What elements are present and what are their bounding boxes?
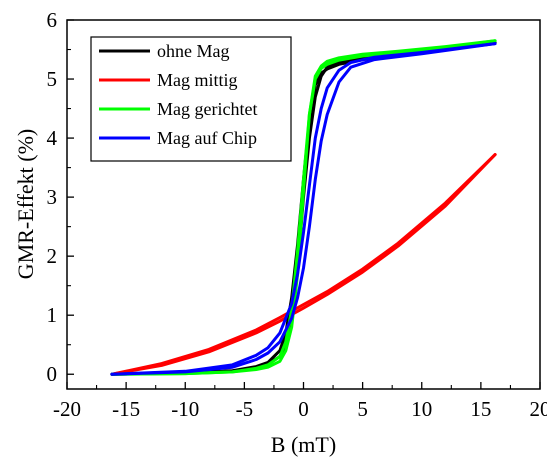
legend-label: Mag gerichtet	[157, 99, 257, 119]
y-axis-label: GMR-Effekt (%)	[13, 129, 38, 280]
series-line-mag-auf-chip-up	[110, 42, 497, 376]
y-tick-label: 0	[47, 362, 58, 386]
x-axis: -20 -15 -10 -5 0 5 10 15 20	[53, 382, 547, 421]
x-tick-label: -5	[236, 397, 254, 421]
x-tick-label: 15	[470, 397, 491, 421]
x-tick-label: 20	[530, 397, 547, 421]
x-tick-label: -15	[112, 397, 140, 421]
y-tick-label: 1	[47, 303, 58, 327]
y-tick-label: 4	[47, 126, 58, 150]
y-tick-label: 3	[47, 185, 58, 209]
y-tick-label: 6	[47, 8, 58, 32]
legend-label: ohne Mag	[157, 41, 229, 61]
x-tick-label: 5	[357, 397, 368, 421]
legend-label: Mag auf Chip	[157, 128, 257, 148]
series-line-mag-mittig-down	[110, 153, 497, 376]
series-line-mag-mittig-up	[110, 153, 497, 376]
x-tick-label: -20	[53, 397, 81, 421]
x-axis-label: B (mT)	[271, 432, 336, 457]
x-tick-label: 10	[411, 397, 432, 421]
x-tick-label: 0	[298, 397, 309, 421]
x-tick-label: -10	[171, 397, 199, 421]
series-layer	[110, 39, 497, 376]
legend-box	[90, 36, 292, 162]
series-line-mag-auf-chip-down	[110, 42, 497, 376]
y-tick-label: 2	[47, 244, 58, 268]
y-axis: 0 1 2 3 4 5 6	[47, 8, 74, 386]
series-line-mag-gerichtet-down	[110, 39, 497, 376]
legend-label: Mag mittig	[157, 70, 238, 90]
legend: ohne Mag Mag mittig Mag gerichtet Mag auf C…	[90, 36, 292, 162]
y-tick-label: 5	[47, 67, 58, 91]
